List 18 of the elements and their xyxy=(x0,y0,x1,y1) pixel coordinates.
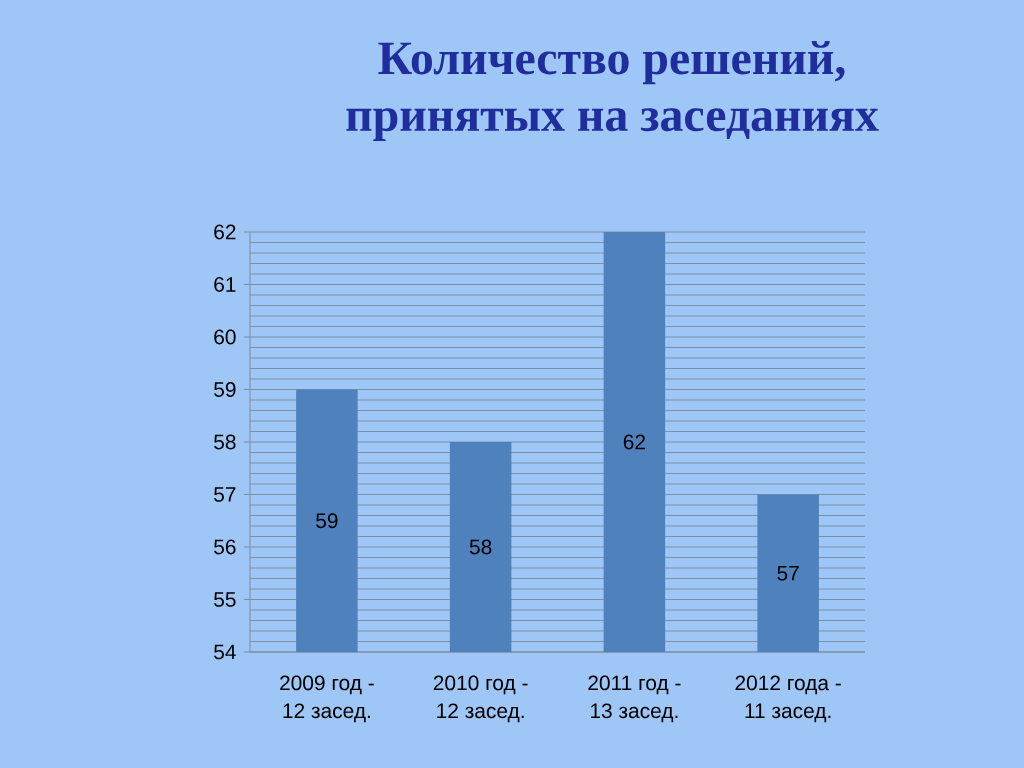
y-tick-label: 57 xyxy=(214,487,236,502)
y-tick-label: 56 xyxy=(214,539,236,555)
y-tick-label: 59 xyxy=(214,382,236,397)
y-tick-label: 54 xyxy=(214,644,236,660)
y-tick-label: 61 xyxy=(214,277,236,292)
data-label: 59 xyxy=(316,513,338,529)
data-label: 62 xyxy=(623,434,645,450)
y-tick-label: 58 xyxy=(214,434,236,450)
x-tick-label: 2010 год - 12 засед. xyxy=(433,675,528,723)
x-tick-label: 2009 год - 12 засед. xyxy=(280,675,374,723)
x-tick-label: 2011 год - 13 засед. xyxy=(588,675,681,723)
data-label: 57 xyxy=(777,565,799,581)
y-tick-label: 55 xyxy=(214,592,236,607)
chart-title: Количество решений, принятых на заседаниях xyxy=(346,41,879,141)
y-tick-label: 62 xyxy=(214,224,236,240)
y-tick-label: 60 xyxy=(214,329,236,345)
data-label: 58 xyxy=(469,539,492,555)
x-tick-label: 2012 года - 11 засед. xyxy=(735,675,841,723)
